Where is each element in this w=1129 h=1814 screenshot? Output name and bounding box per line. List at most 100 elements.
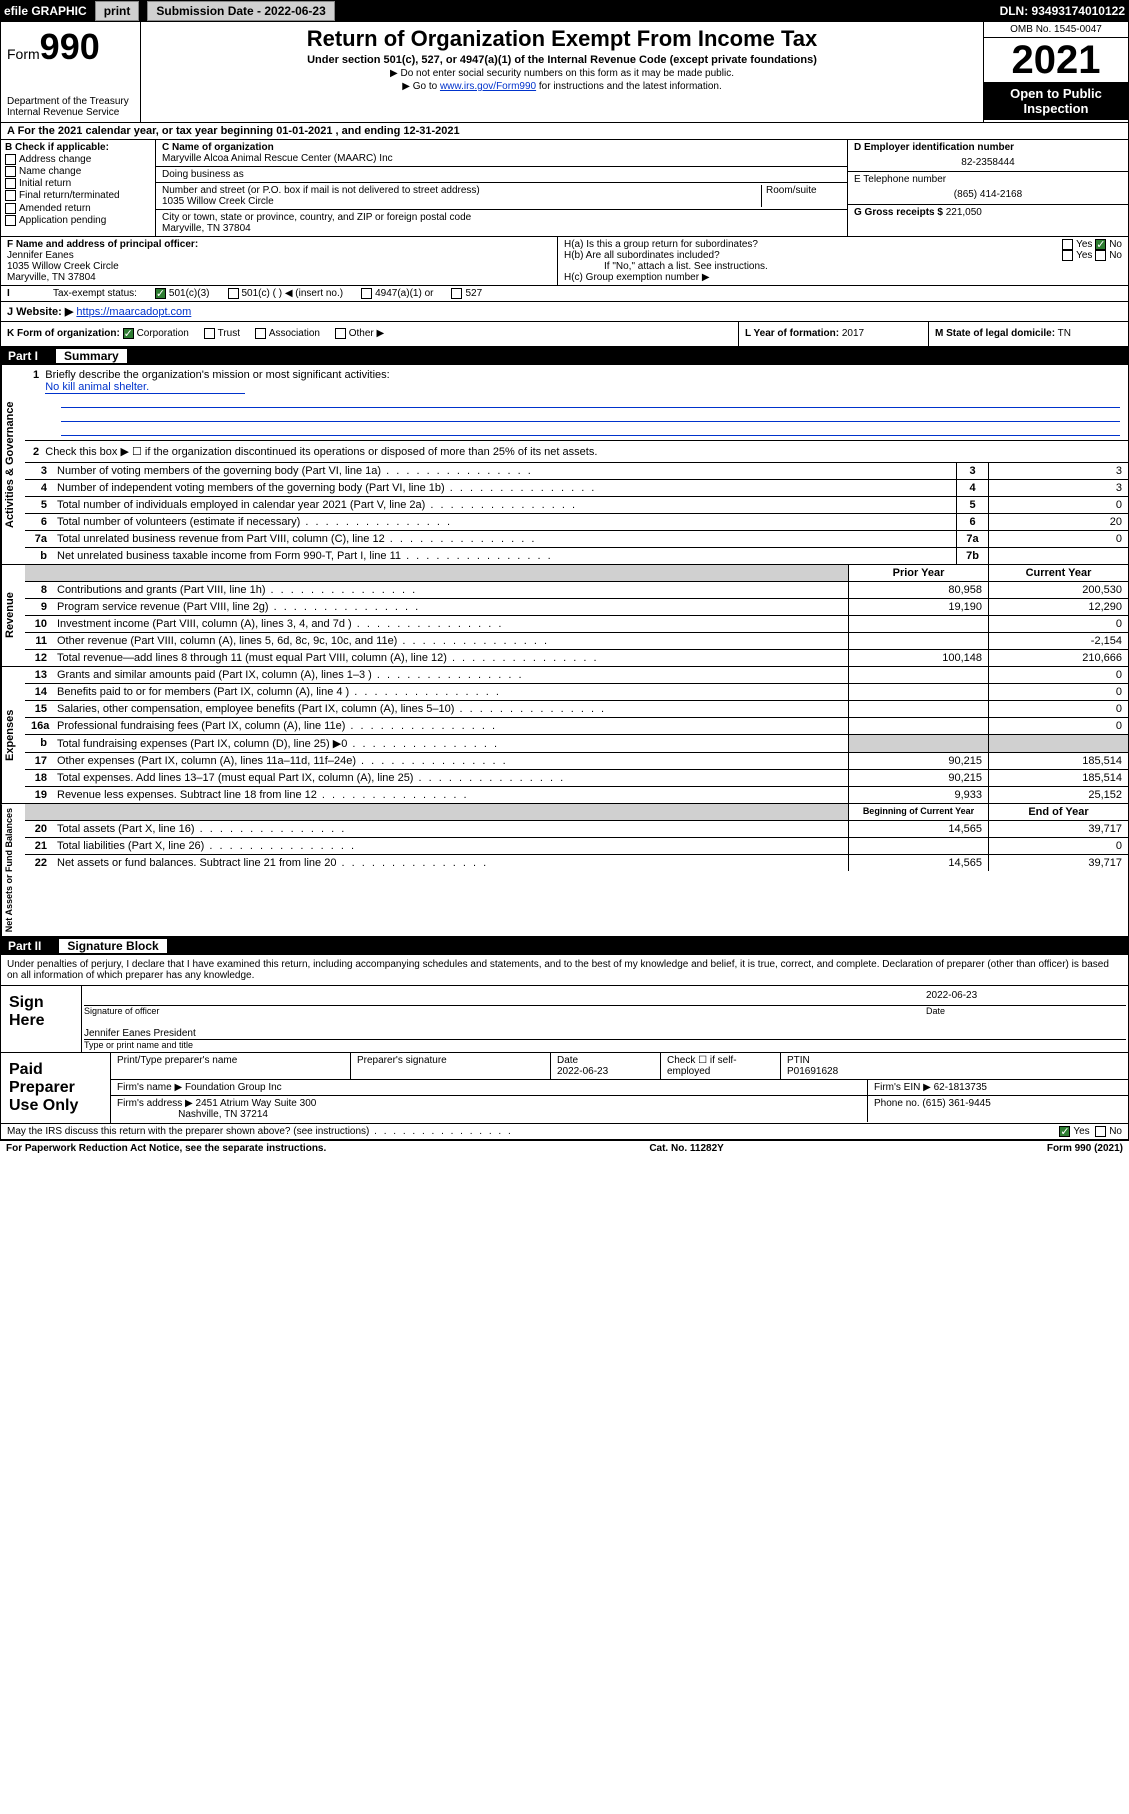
cb-application-pending[interactable]: Application pending — [5, 215, 151, 226]
exp-section: Expenses 13Grants and similar amounts pa… — [0, 667, 1129, 804]
goto-note: ▶ Go to www.irs.gov/Form990 for instruct… — [149, 81, 975, 92]
table-row: 14Benefits paid to or for members (Part … — [25, 684, 1128, 701]
form-word: Form — [7, 46, 40, 62]
pp-date: 2022-06-23 — [557, 1066, 608, 1077]
opt-corp: Corporation — [137, 329, 189, 340]
current-year-header: Current Year — [988, 565, 1128, 581]
opt-4947: 4947(a)(1) or — [375, 288, 433, 299]
cb-4947[interactable] — [361, 288, 372, 299]
hc-label: H(c) Group exemption number ▶ — [564, 272, 1122, 283]
table-row: 16aProfessional fundraising fees (Part I… — [25, 718, 1128, 735]
cb-trust[interactable] — [204, 328, 215, 339]
hb-yes-cb[interactable] — [1062, 250, 1073, 261]
table-row: 19Revenue less expenses. Subtract line 1… — [25, 787, 1128, 803]
officer-name-title: Jennifer Eanes President — [84, 1028, 196, 1039]
line-1: 1 Briefly describe the organization's mi… — [25, 365, 1128, 441]
k-label: K Form of organization: — [7, 329, 120, 340]
cb-501c3[interactable] — [155, 288, 166, 299]
dba-cell: Doing business as — [156, 167, 847, 183]
part2-header: Part II Signature Block — [0, 937, 1129, 955]
ha-no-cb[interactable] — [1095, 239, 1106, 250]
table-row: 9Program service revenue (Part VIII, lin… — [25, 599, 1128, 616]
pp-header-row: Print/Type preparer's name Preparer's si… — [111, 1053, 1128, 1080]
omb-number: OMB No. 1545-0047 — [984, 22, 1128, 38]
end-year-header: End of Year — [988, 804, 1128, 820]
net-header: Beginning of Current Year End of Year — [25, 804, 1128, 821]
table-row: 4Number of independent voting members of… — [25, 480, 1128, 497]
table-row: 6Total number of volunteers (estimate if… — [25, 514, 1128, 531]
type-name-label: Type or print name and title — [84, 1040, 1126, 1050]
website-link[interactable]: https://maarcadopt.com — [76, 306, 191, 318]
cat-no: Cat. No. 11282Y — [649, 1143, 723, 1154]
city-cell: City or town, state or province, country… — [156, 210, 847, 236]
table-row: bNet unrelated business taxable income f… — [25, 548, 1128, 564]
phone-value: (865) 414-2168 — [854, 189, 1122, 200]
form-ref: Form 990 (2021) — [1047, 1143, 1123, 1154]
opt-other: Other ▶ — [349, 329, 384, 340]
hb-label: H(b) Are all subordinates included? — [564, 250, 720, 261]
cb-final-return[interactable]: Final return/terminated — [5, 190, 151, 201]
side-net: Net Assets or Fund Balances — [1, 804, 25, 936]
no-label: No — [1109, 250, 1122, 261]
ssn-note: ▶ Do not enter social security numbers o… — [149, 68, 975, 79]
gross-label: G Gross receipts $ — [854, 207, 943, 218]
print-button[interactable]: print — [95, 1, 140, 21]
ha-label: H(a) Is this a group return for subordin… — [564, 239, 758, 250]
irs-label: Internal Revenue Service — [7, 107, 134, 118]
dln-label: DLN: 93493174010122 — [1000, 4, 1125, 18]
form-header: Form990 Department of the Treasury Inter… — [0, 22, 1129, 123]
cb-assoc[interactable] — [255, 328, 266, 339]
penalty-text: Under penalties of perjury, I declare th… — [0, 955, 1129, 986]
ein-label: D Employer identification number — [854, 142, 1122, 153]
cb-amended-return[interactable]: Amended return — [5, 203, 151, 214]
row-fh: F Name and address of principal officer:… — [0, 237, 1129, 286]
table-row: 7aTotal unrelated business revenue from … — [25, 531, 1128, 548]
table-row: 12Total revenue—add lines 8 through 11 (… — [25, 650, 1128, 666]
cb-501c[interactable] — [228, 288, 239, 299]
table-row: 3Number of voting members of the governi… — [25, 463, 1128, 480]
opt-501c: 501(c) ( ) ◀ (insert no.) — [242, 288, 344, 299]
box-c: C Name of organization Maryville Alcoa A… — [156, 140, 848, 236]
goto-pre: ▶ Go to — [402, 81, 440, 92]
opt-assoc: Association — [269, 329, 320, 340]
rev-header: Prior Year Current Year — [25, 565, 1128, 582]
part1-num: Part I — [8, 349, 38, 363]
ha-yes-cb[interactable] — [1062, 239, 1073, 250]
city-label: City or town, state or province, country… — [162, 212, 841, 223]
cb-527[interactable] — [451, 288, 462, 299]
row-i: I Tax-exempt status: 501(c)(3) 501(c) ( … — [0, 286, 1129, 302]
may-irs-no-cb[interactable] — [1095, 1126, 1106, 1137]
irs-link[interactable]: www.irs.gov/Form990 — [440, 81, 536, 92]
cb-name-change[interactable]: Name change — [5, 166, 151, 177]
m-label: M State of legal domicile: — [935, 328, 1055, 339]
goto-post: for instructions and the latest informat… — [536, 81, 722, 92]
cb-initial-return[interactable]: Initial return — [5, 178, 151, 189]
paid-prep-label: Paid Preparer Use Only — [1, 1053, 111, 1123]
no-label: No — [1109, 239, 1122, 250]
table-row: 15Salaries, other compensation, employee… — [25, 701, 1128, 718]
gross-value: 221,050 — [946, 207, 982, 218]
may-irs-yes-cb[interactable] — [1059, 1126, 1070, 1137]
officer-name: Jennifer Eanes — [7, 250, 551, 261]
form-subtitle: Under section 501(c), 527, or 4947(a)(1)… — [149, 54, 975, 66]
table-row: 5Total number of individuals employed in… — [25, 497, 1128, 514]
room-label: Room/suite — [761, 185, 841, 207]
form-number: Form990 — [7, 26, 134, 68]
sign-here-row: Sign Here 2022-06-23 Signature of office… — [0, 986, 1129, 1053]
part2-num: Part II — [8, 939, 41, 953]
cb-label: Name change — [19, 166, 81, 177]
cb-corp[interactable] — [123, 328, 134, 339]
website-label: J Website: ▶ — [7, 306, 73, 318]
box-e: E Telephone number (865) 414-2168 — [848, 172, 1128, 204]
firm-ein-label: Firm's EIN ▶ — [874, 1082, 931, 1093]
cb-address-change[interactable]: Address change — [5, 154, 151, 165]
hb-note: If "No," attach a list. See instructions… — [564, 261, 1122, 272]
hb-no-cb[interactable] — [1095, 250, 1106, 261]
pp-h-date: Date2022-06-23 — [551, 1053, 661, 1079]
box-l: L Year of formation: 2017 — [738, 322, 928, 345]
box-f: F Name and address of principal officer:… — [1, 237, 558, 285]
firm-addr-row: Firm's address ▶ 2451 Atrium Way Suite 3… — [111, 1096, 1128, 1122]
cb-other[interactable] — [335, 328, 346, 339]
side-gov: Activities & Governance — [1, 365, 25, 564]
header-middle: Return of Organization Exempt From Incom… — [141, 22, 983, 122]
